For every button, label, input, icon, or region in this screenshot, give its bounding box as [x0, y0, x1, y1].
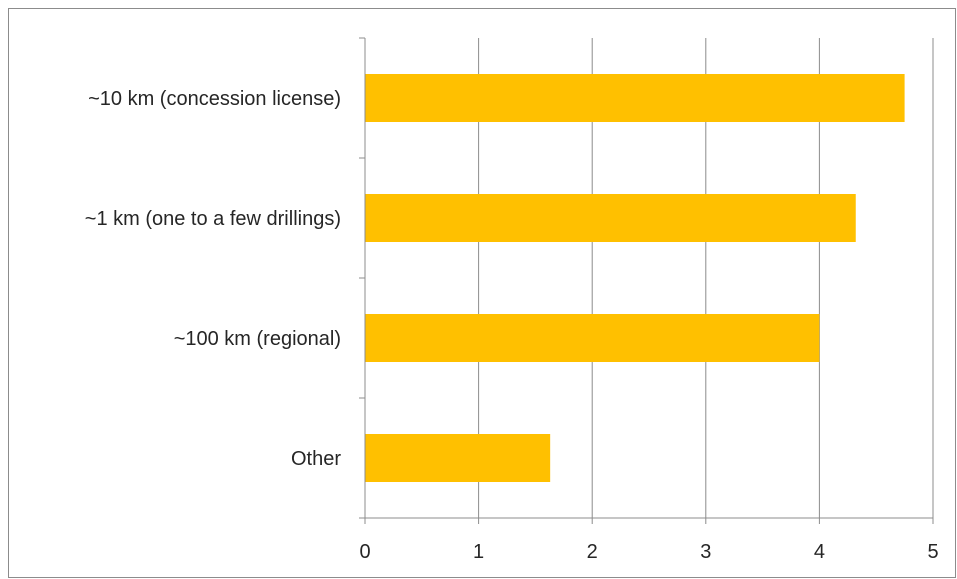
category-label: ~1 km (one to a few drillings)	[85, 208, 341, 230]
bar	[365, 314, 820, 362]
category-label: Other	[291, 448, 341, 470]
labels: 0 1 2 3 4 5 ~10 km (concession license) ~1 km (…	[85, 88, 939, 563]
bar	[365, 434, 551, 482]
bars	[365, 74, 905, 482]
x-tick-label: 0	[359, 541, 370, 563]
category-label: ~100 km (regional)	[174, 328, 341, 350]
x-tick-label: 1	[473, 541, 484, 563]
category-label: ~10 km (concession license)	[88, 88, 341, 110]
bar	[365, 74, 905, 122]
x-tick-label: 3	[700, 541, 711, 563]
x-tick-label: 4	[814, 541, 825, 563]
x-tick-label: 2	[587, 541, 598, 563]
axes	[359, 37, 934, 524]
x-tick-label: 5	[927, 541, 938, 563]
bar	[365, 194, 856, 242]
